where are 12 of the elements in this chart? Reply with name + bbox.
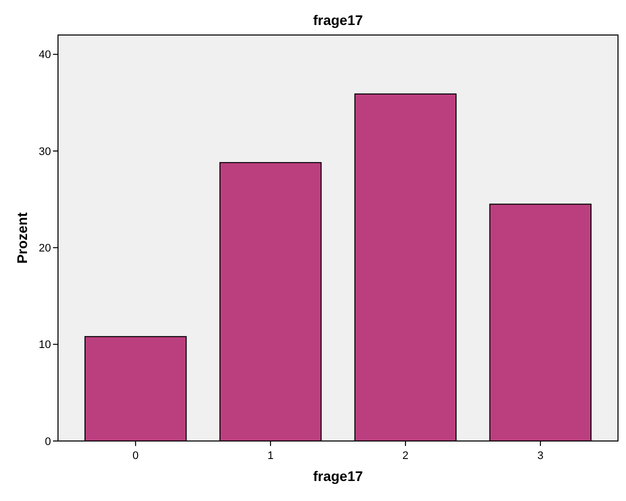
y-axis-title: Prozent [14, 212, 30, 264]
x-tick-label: 2 [402, 450, 409, 462]
x-tick-label: 3 [537, 450, 544, 462]
x-tick-label: 0 [132, 450, 139, 462]
x-axis-title: frage17 [313, 468, 364, 484]
y-tick-label: 0 [44, 436, 51, 448]
chart-title: frage17 [313, 12, 364, 28]
y-tick-label: 30 [38, 146, 51, 158]
y-tick-label: 10 [38, 339, 51, 352]
y-tick-label: 20 [38, 242, 51, 255]
x-tick-label: 1 [267, 450, 274, 462]
y-tick-label: 40 [38, 49, 51, 62]
